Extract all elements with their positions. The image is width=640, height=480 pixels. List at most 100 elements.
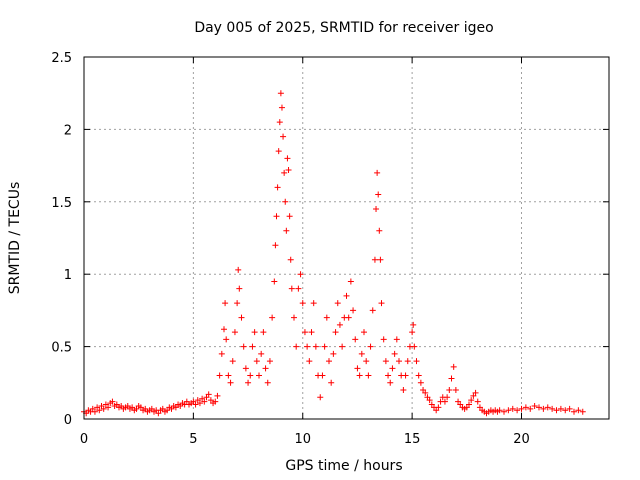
- axes-ticks: 0 5 10 15 20 0 0.5 1 1.5 2 2.5: [51, 51, 609, 447]
- data-point: [308, 329, 315, 336]
- data-point: [518, 405, 525, 412]
- data-point: [426, 397, 433, 404]
- data-point: [247, 372, 254, 379]
- data-point: [323, 314, 330, 321]
- data-point: [295, 285, 302, 292]
- data-point: [468, 397, 475, 404]
- x-tick-label: 20: [513, 432, 530, 447]
- data-point: [312, 343, 319, 350]
- data-point: [306, 358, 313, 365]
- data-point: [378, 300, 385, 307]
- grid: [84, 57, 609, 419]
- data-point: [216, 372, 223, 379]
- data-point: [280, 133, 287, 140]
- data-point: [262, 365, 269, 372]
- data-point: [231, 329, 238, 336]
- data-point: [365, 372, 372, 379]
- data-point: [238, 314, 245, 321]
- data-point: [91, 408, 98, 415]
- plot-frame: [83, 56, 610, 420]
- data-point: [229, 358, 236, 365]
- data-point: [196, 400, 203, 407]
- data-point: [326, 358, 332, 365]
- x-axis-label: GPS time / hours: [285, 458, 402, 474]
- data-point: [288, 285, 295, 292]
- data-point: [277, 90, 284, 97]
- data-point: [505, 407, 512, 414]
- data-point: [299, 300, 306, 307]
- data-point: [352, 336, 359, 343]
- data-point: [350, 307, 357, 314]
- data-point: [328, 379, 335, 386]
- data-point: [448, 375, 455, 382]
- data-point: [301, 329, 308, 336]
- data-point: [415, 372, 422, 379]
- data-point: [373, 206, 380, 213]
- data-point: [227, 379, 234, 386]
- data-point: [452, 387, 459, 394]
- data-point: [441, 398, 448, 405]
- data-point: [402, 372, 409, 379]
- data-point: [278, 104, 285, 111]
- data-point: [251, 329, 258, 336]
- x-tick-label: 0: [80, 432, 88, 447]
- data-point: [214, 392, 221, 399]
- data-point: [404, 358, 411, 365]
- data-point: [562, 407, 569, 414]
- chart-title: Day 005 of 2025, SRMTID for receiver ige…: [194, 20, 493, 36]
- data-point: [553, 407, 560, 414]
- data-point: [271, 278, 278, 285]
- data-point: [269, 314, 276, 321]
- data-point: [531, 402, 538, 409]
- data-point: [374, 169, 381, 176]
- data-point: [358, 350, 365, 357]
- y-tick-label: 2: [64, 123, 72, 138]
- data-point: [509, 405, 516, 412]
- data-point: [319, 372, 326, 379]
- data-point: [256, 372, 262, 379]
- data-point: [579, 408, 586, 415]
- data-point: [276, 119, 283, 126]
- data-point: [540, 405, 547, 412]
- data-point: [354, 365, 361, 372]
- data-point: [413, 358, 420, 365]
- data-point: [201, 398, 208, 405]
- data-point: [212, 398, 219, 405]
- data-point: [264, 379, 271, 386]
- data-point: [380, 336, 387, 343]
- data-point: [297, 271, 304, 278]
- data-point: [361, 329, 367, 336]
- data-point: [376, 227, 383, 234]
- data-point: [466, 401, 472, 408]
- data-point: [557, 405, 564, 412]
- data-point: [330, 350, 337, 357]
- data-point: [385, 372, 392, 379]
- data-point: [275, 148, 282, 155]
- data-point: [286, 213, 293, 220]
- data-point: [387, 379, 394, 386]
- data-point: [501, 408, 507, 415]
- data-point: [272, 242, 279, 249]
- data-point: [371, 256, 378, 263]
- data-point: [317, 394, 324, 401]
- data-point: [474, 398, 481, 405]
- data-point: [332, 329, 339, 336]
- data-point: [109, 398, 116, 405]
- y-tick-label: 0.5: [51, 341, 72, 356]
- data-point: [391, 350, 398, 357]
- data-point: [291, 314, 297, 321]
- scatter-points: [81, 90, 586, 417]
- data-point: [221, 326, 227, 333]
- data-point: [367, 343, 374, 350]
- x-tick-label: 15: [404, 432, 421, 447]
- data-point: [566, 405, 573, 412]
- data-point: [283, 227, 290, 234]
- data-point: [571, 408, 577, 415]
- data-point: [369, 307, 376, 314]
- data-point: [382, 358, 389, 365]
- x-tick-label: 10: [294, 432, 311, 447]
- data-point: [100, 405, 107, 412]
- data-point: [284, 155, 291, 162]
- data-point: [363, 358, 370, 365]
